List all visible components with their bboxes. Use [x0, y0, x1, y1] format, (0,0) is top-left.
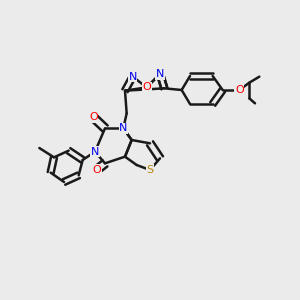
Text: N: N — [128, 72, 137, 82]
Text: O: O — [92, 165, 101, 175]
Text: N: N — [156, 69, 164, 79]
Text: N: N — [91, 147, 99, 157]
Text: N: N — [119, 123, 128, 133]
Text: O: O — [89, 112, 98, 122]
Text: O: O — [142, 82, 151, 92]
Text: O: O — [235, 85, 244, 95]
Text: S: S — [146, 165, 154, 175]
